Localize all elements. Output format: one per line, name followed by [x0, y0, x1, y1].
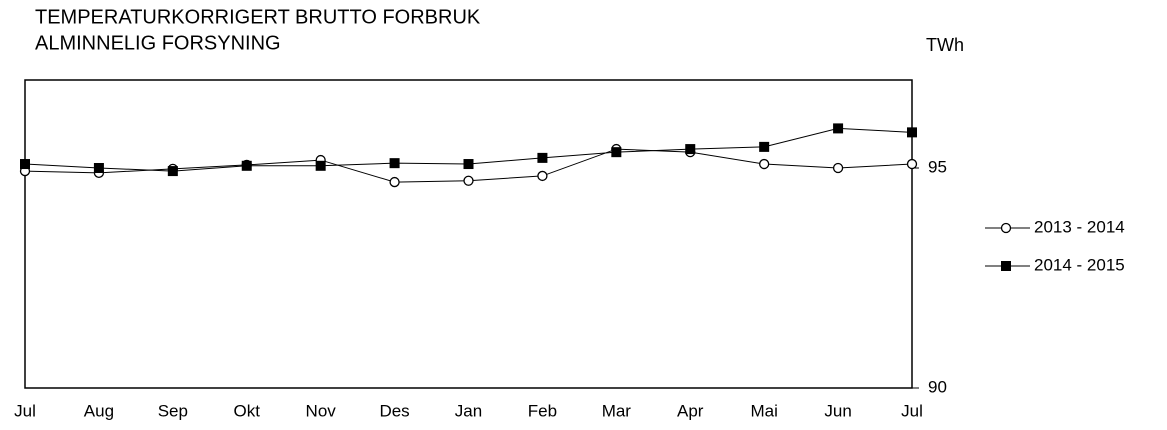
data-point [759, 141, 770, 152]
x-tick-label: Mar [602, 401, 632, 420]
data-point [611, 147, 622, 158]
x-tick-label: Apr [677, 401, 704, 420]
x-tick-label: Mai [750, 401, 777, 420]
x-tick-label: Sep [158, 401, 188, 420]
data-point [315, 160, 326, 171]
data-point [537, 170, 548, 182]
data-point [759, 158, 770, 170]
data-point [906, 158, 918, 170]
data-point [832, 162, 844, 174]
data-point [241, 160, 252, 171]
legend-label: 2013 - 2014 [1034, 217, 1125, 236]
data-point [537, 152, 548, 163]
x-tick-label: Jul [14, 401, 36, 420]
data-point [463, 175, 474, 186]
x-tick-label: Des [379, 401, 409, 420]
x-tick-label: Jul [901, 401, 923, 420]
data-point [93, 163, 104, 173]
x-tick-label: Aug [84, 401, 114, 420]
y-tick-label: 95 [928, 157, 947, 176]
y-tick-label: 90 [928, 377, 947, 396]
data-point [20, 159, 30, 170]
x-tick-label: Jan [455, 401, 482, 420]
legend-label: 2014 - 2015 [1034, 255, 1125, 274]
plot-frame [24, 79, 913, 389]
x-tick-label: Okt [234, 401, 261, 420]
chart-title: TEMPERATURKORRIGERT BRUTTO FORBRUK [35, 6, 481, 28]
y-axis-label: TWh [926, 35, 964, 55]
data-point [685, 144, 696, 155]
data-point [907, 127, 917, 138]
x-tick-label: Nov [306, 401, 337, 420]
data-point [463, 159, 474, 170]
legend-marker [1000, 222, 1012, 234]
legend-marker [1001, 261, 1011, 271]
data-point [389, 158, 400, 169]
data-point [167, 166, 178, 177]
x-tick-label: Feb [528, 401, 557, 420]
x-tick-label: Jun [824, 401, 851, 420]
chart-subtitle: ALMINNELIG FORSYNING [35, 32, 281, 54]
data-point [389, 176, 400, 188]
data-point [833, 123, 844, 134]
